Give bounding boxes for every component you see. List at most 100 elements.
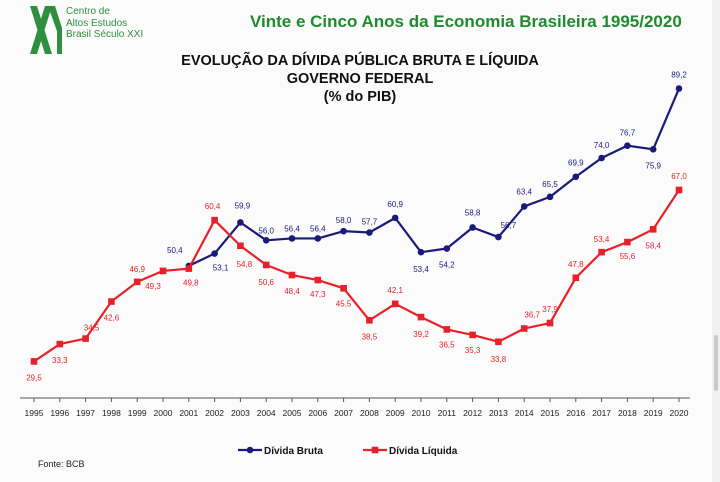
data-label-divida-liquida: 58,4	[645, 241, 661, 250]
data-label-divida-liquida: 38,5	[362, 332, 378, 341]
data-point-divida-bruta	[649, 146, 657, 153]
scrollbar-thumb[interactable]	[714, 335, 718, 391]
data-label-divida-liquida: 53,4	[594, 235, 610, 244]
x-tick-label: 2005	[283, 408, 302, 418]
data-point-divida-liquida	[443, 326, 451, 333]
x-tick-label: 2020	[670, 408, 689, 418]
data-point-divida-liquida	[56, 340, 64, 348]
data-point-divida-bruta	[340, 227, 347, 235]
data-label-divida-liquida: 60,4	[205, 202, 221, 211]
data-label-divida-liquida: 67,0	[671, 172, 687, 181]
data-point-divida-bruta	[417, 248, 425, 256]
data-label-divida-bruta: 56,7	[501, 221, 517, 230]
data-point-divida-liquida	[598, 248, 605, 256]
data-point-divida-bruta	[366, 229, 373, 236]
data-point-divida-liquida	[159, 267, 167, 275]
data-label-divida-bruta: 63,4	[516, 187, 532, 196]
data-point-divida-liquida	[624, 238, 631, 246]
data-label-divida-liquida: 29,5	[26, 373, 42, 382]
x-tick-label: 2008	[360, 408, 379, 418]
series-line-divida-liquida	[33, 189, 680, 363]
data-label-divida-liquida: 54,8	[237, 260, 253, 269]
x-tick-label: 2001	[179, 408, 198, 418]
data-point-divida-liquida	[649, 226, 657, 233]
data-point-divida-liquida	[108, 298, 115, 305]
data-point-divida-liquida	[237, 242, 244, 250]
data-label-divida-liquida: 55,6	[620, 252, 636, 261]
x-tick-label: 1995	[25, 408, 44, 418]
series-line-divida-bruta	[188, 88, 681, 267]
x-tick-label: 2019	[644, 408, 663, 418]
data-point-divida-liquida	[546, 319, 554, 327]
data-point-divida-bruta	[237, 219, 244, 226]
data-label-divida-liquida: 45,5	[336, 299, 352, 308]
data-label-divida-bruta: 56,4	[310, 224, 326, 233]
data-label-divida-bruta: 89,2	[671, 71, 687, 80]
header-title: Vinte e Cinco Anos da Economia Brasileir…	[250, 12, 682, 31]
legend-divida-liquida-marker	[371, 446, 379, 454]
data-label-divida-bruta: 53,1	[213, 264, 229, 273]
data-label-divida-bruta: 54,2	[439, 261, 455, 270]
data-point-divida-liquida	[185, 265, 193, 272]
data-label-divida-liquida: 36,5	[439, 340, 455, 349]
logo-line: Centro de	[66, 6, 110, 17]
data-label-divida-liquida: 47,3	[310, 290, 326, 299]
x-tick-label: 1999	[128, 408, 147, 418]
data-point-divida-liquida	[366, 316, 373, 324]
data-point-divida-bruta	[443, 245, 451, 252]
data-point-divida-bruta	[262, 236, 270, 244]
logo: Centro de Altos Estudos Brasil Século XX…	[28, 4, 158, 60]
data-label-divida-liquida: 49,3	[145, 282, 161, 291]
x-tick-label: 1996	[50, 408, 69, 418]
x-tick-label: 2011	[438, 408, 457, 418]
data-point-divida-liquida	[340, 284, 347, 292]
data-point-divida-bruta	[598, 154, 605, 162]
data-point-divida-liquida	[520, 325, 528, 332]
data-label-divida-bruta: 65,5	[542, 180, 558, 189]
data-label-divida-bruta: 59,9	[235, 201, 251, 210]
data-point-divida-liquida	[30, 358, 38, 365]
data-point-divida-bruta	[288, 235, 296, 242]
data-label-divida-bruta: 57,7	[362, 218, 378, 227]
x-tick-label: 2010	[412, 408, 431, 418]
data-label-divida-bruta: 56,4	[284, 224, 300, 233]
x-tick-label: 2007	[334, 408, 353, 418]
data-point-divida-bruta	[211, 250, 218, 257]
data-point-divida-bruta	[572, 173, 580, 181]
data-point-divida-liquida	[288, 271, 296, 279]
data-point-divida-bruta	[520, 203, 528, 210]
data-label-divida-liquida: 46,9	[129, 265, 145, 274]
x-tick-label: 2003	[231, 408, 250, 418]
legend-divida-liquida-label: Dívida Líquida	[389, 446, 458, 457]
data-label-divida-bruta: 56,0	[258, 226, 274, 235]
data-point-divida-bruta	[469, 224, 476, 231]
data-label-divida-liquida: 39,2	[413, 330, 429, 339]
data-label-divida-bruta: 74,0	[594, 141, 610, 150]
data-point-divida-bruta	[391, 214, 399, 222]
data-point-divida-bruta	[675, 85, 683, 92]
data-label-divida-liquida: 49,8	[183, 279, 199, 288]
data-point-divida-liquida	[675, 186, 683, 194]
data-label-divida-bruta: 53,4	[413, 265, 429, 274]
data-label-divida-bruta: 58,8	[465, 208, 481, 217]
data-label-divida-liquida: 42,1	[387, 286, 403, 295]
data-point-divida-liquida	[211, 216, 218, 224]
logo-text: Centro de Altos Estudos Brasil Século XX…	[66, 6, 143, 41]
x-tick-label: 2002	[205, 408, 224, 418]
data-point-divida-bruta	[495, 233, 502, 241]
x-tick-label: 1997	[76, 408, 95, 418]
data-point-divida-liquida	[495, 338, 502, 346]
data-label-divida-liquida: 42,6	[104, 314, 120, 323]
data-label-divida-bruta: 69,9	[568, 159, 584, 168]
data-label-divida-bruta: 60,9	[387, 200, 403, 209]
source-note: Fonte: BCB	[38, 459, 85, 469]
data-point-divida-bruta	[546, 193, 554, 201]
chart-title-line-1: EVOLUÇÃO DA DÍVIDA PÚBLICA BRUTA E LÍQUI…	[181, 53, 539, 69]
data-label-divida-liquida: 33,3	[52, 356, 68, 365]
x-tick-label: 2006	[308, 408, 327, 418]
data-label-divida-liquida: 36,7	[524, 311, 540, 320]
data-label-divida-liquida: 33,8	[491, 355, 507, 364]
data-point-divida-bruta	[624, 142, 631, 149]
scrollbar-track[interactable]	[712, 0, 720, 482]
